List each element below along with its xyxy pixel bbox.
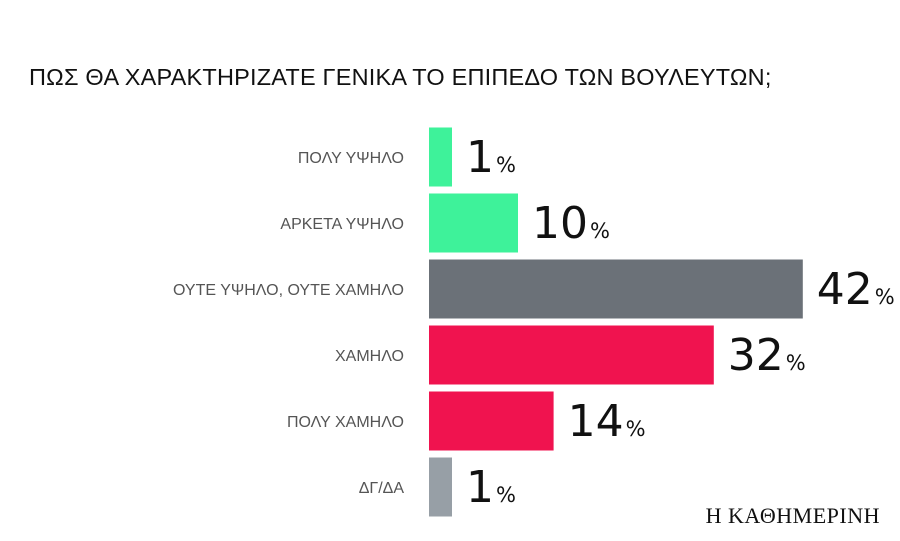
bar	[429, 127, 452, 187]
category-label: ΠΟΛΥ ΥΨΗΛΟ	[298, 150, 404, 167]
category-label: ΔΓ/ΔΑ	[359, 480, 405, 497]
bar	[429, 193, 518, 253]
chart-title: ΠΩΣ ΘΑ ΧΑΡΑΚΤΗΡΙΖΑΤΕ ΓΕΝΙΚΑ ΤΟ ΕΠΙΠΕΔΟ Τ…	[29, 64, 772, 90]
category-label: ΑΡΚΕΤΑ ΥΨΗΛΟ	[280, 216, 404, 233]
data-label: 32%	[728, 330, 806, 381]
data-label: 1%	[466, 132, 516, 183]
data-label: 14%	[568, 396, 646, 447]
brand-logo: Η ΚΑΘΗΜΕΡΙΝΗ	[705, 503, 880, 528]
bar	[429, 325, 714, 385]
category-label: ΟΥΤΕ ΥΨΗΛΟ, ΟΥΤΕ ΧΑΜΗΛΟ	[173, 282, 404, 299]
data-label: 42%	[817, 264, 895, 315]
category-label: ΠΟΛΥ ΧΑΜΗΛΟ	[287, 414, 404, 431]
bar	[429, 259, 803, 319]
data-label: 10%	[532, 198, 610, 249]
category-label: ΧΑΜΗΛΟ	[335, 348, 404, 365]
data-label: 1%	[466, 462, 516, 513]
bar	[429, 391, 554, 451]
bar	[429, 457, 452, 517]
